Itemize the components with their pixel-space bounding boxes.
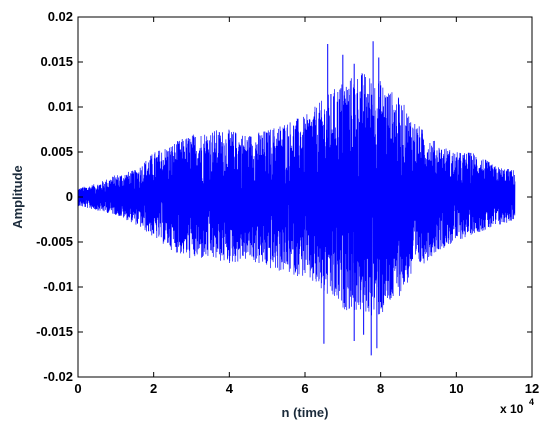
x-ticks: 0 2 4 6 8 10 12 <box>74 17 539 396</box>
x-tick-label: 2 <box>150 381 157 396</box>
y-tick-label: -0.01 <box>43 279 73 294</box>
y-tick-label: 0.005 <box>40 144 73 159</box>
y-tick-label: 0 <box>66 189 73 204</box>
y-tick-label: -0.015 <box>36 324 73 339</box>
x-tick-label: 4 <box>226 381 234 396</box>
x-tick-label: 12 <box>525 381 539 396</box>
y-tick-label: 0.01 <box>48 99 73 114</box>
x-tick-label: 0 <box>74 381 81 396</box>
signal-line <box>77 73 516 316</box>
x-tick-label: 6 <box>301 381 308 396</box>
x-multiplier-exponent: 4 <box>529 397 534 407</box>
y-axis-label: Amplitude <box>10 165 25 229</box>
x-multiplier-label: x 10 <box>500 402 524 416</box>
y-tick-label: -0.005 <box>36 234 73 249</box>
x-tick-label: 10 <box>449 381 463 396</box>
signal-line-group <box>77 41 516 356</box>
x-axis-label: n (time) <box>282 405 329 420</box>
y-tick-label: -0.02 <box>43 369 73 384</box>
y-tick-label: 0.02 <box>48 9 73 24</box>
x-tick-label: 8 <box>377 381 384 396</box>
y-ticks: -0.02 -0.015 -0.01 -0.005 0 0.005 0.01 0.015 0.0… <box>36 9 532 384</box>
y-tick-label: 0.015 <box>40 54 73 69</box>
